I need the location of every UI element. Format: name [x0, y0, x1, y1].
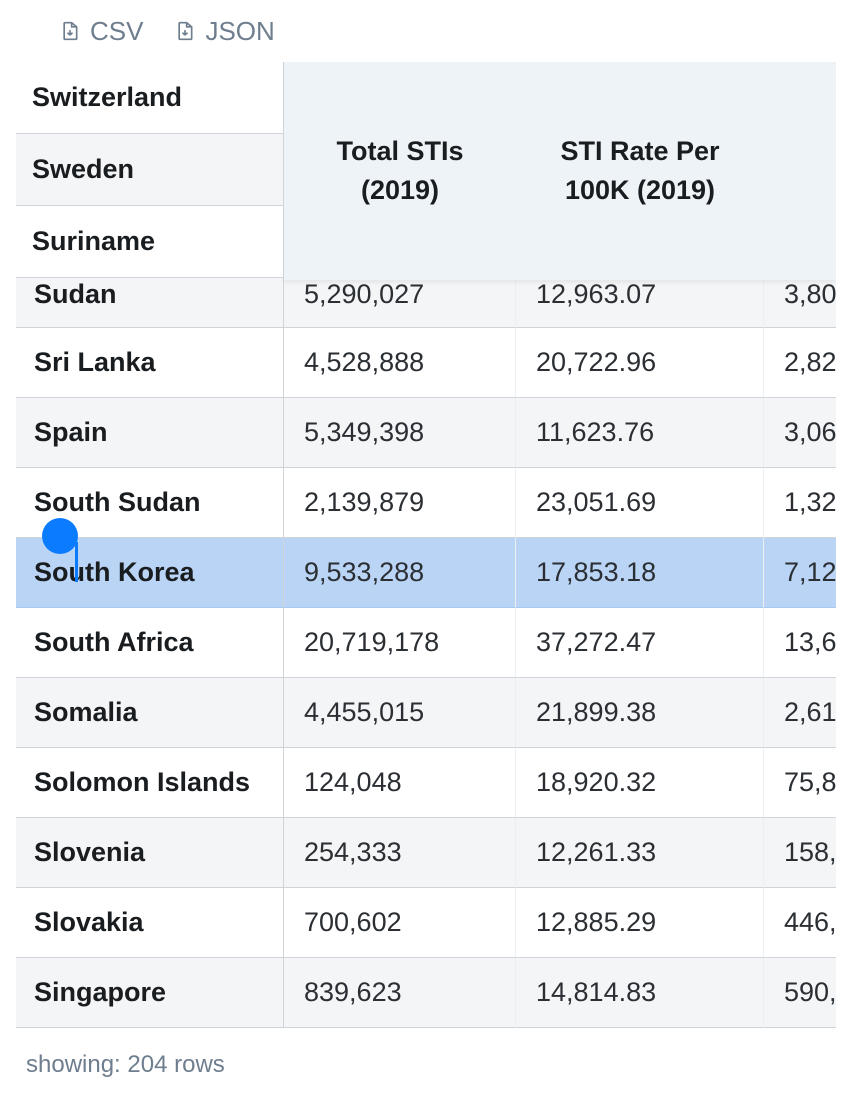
- col3-cell: 2,82: [764, 328, 836, 398]
- sti-rate-cell: 18,920.32: [516, 748, 764, 818]
- table-row[interactable]: Solomon Islands124,04818,920.3275,8: [16, 748, 836, 818]
- export-csv-button[interactable]: CSV: [60, 16, 143, 47]
- table-row[interactable]: South Korea9,533,28817,853.187,12: [16, 538, 836, 608]
- column-header-partial[interactable]: S Fe (2: [764, 62, 836, 280]
- total-stis-cell: 700,602: [284, 888, 516, 958]
- export-json-label: JSON: [205, 16, 274, 47]
- sti-rate-cell: 20,722.96: [516, 328, 764, 398]
- table-viewport[interactable]: Switzerland Sweden Suriname Total STIs (…: [16, 62, 836, 1045]
- total-stis-cell: 4,455,015: [284, 678, 516, 748]
- col3-cell: 1,32: [764, 468, 836, 538]
- selection-handle-icon[interactable]: [42, 518, 78, 554]
- sti-rate-cell: 21,899.38: [516, 678, 764, 748]
- export-csv-label: CSV: [90, 16, 143, 47]
- table-row[interactable]: South Africa20,719,17837,272.4713,6: [16, 608, 836, 678]
- total-stis-cell: 839,623: [284, 958, 516, 1028]
- country-name: Spain: [16, 398, 284, 468]
- total-stis-cell: 5,349,398: [284, 398, 516, 468]
- country-name: Sri Lanka: [16, 328, 284, 398]
- table-row[interactable]: Sri Lanka4,528,88820,722.962,82: [16, 328, 836, 398]
- sti-rate-cell: 11,623.76: [516, 398, 764, 468]
- col3-cell: 590,: [764, 958, 836, 1028]
- total-stis-cell: 20,719,178: [284, 608, 516, 678]
- total-stis-cell: 5,290,027: [284, 278, 516, 328]
- col3-cell: 3,80: [764, 278, 836, 328]
- col3-cell: 3,06: [764, 398, 836, 468]
- country-name: Singapore: [16, 958, 284, 1028]
- export-toolbar: CSV JSON: [0, 0, 850, 62]
- total-stis-cell: 4,528,888: [284, 328, 516, 398]
- country-name: Somalia: [16, 678, 284, 748]
- table-row[interactable]: Somalia4,455,01521,899.382,61: [16, 678, 836, 748]
- col3-cell: 158,: [764, 818, 836, 888]
- country-name: Sweden: [32, 154, 134, 185]
- sti-rate-cell: 12,885.29: [516, 888, 764, 958]
- table-header: Total STIs (2019) STI Rate Per 100K (201…: [284, 62, 836, 280]
- country-name: Suriname: [32, 226, 155, 257]
- text-caret-icon: [75, 542, 78, 582]
- country-name: South Africa: [16, 608, 284, 678]
- sti-rate-cell: 14,814.83: [516, 958, 764, 1028]
- sticky-first-column: Switzerland Sweden Suriname: [16, 62, 284, 278]
- country-name: Switzerland: [32, 82, 182, 113]
- sti-rate-cell: 12,963.07: [516, 278, 764, 328]
- download-icon: [60, 19, 80, 43]
- export-json-button[interactable]: JSON: [175, 16, 274, 47]
- country-name: Sudan: [16, 278, 284, 328]
- table-row[interactable]: Spain5,349,39811,623.763,06: [16, 398, 836, 468]
- table-row[interactable]: Slovakia700,60212,885.29446,: [16, 888, 836, 958]
- country-name: Slovenia: [16, 818, 284, 888]
- table-row[interactable]: Sudan5,290,02712,963.073,80: [16, 278, 836, 328]
- table-body: Sudan5,290,02712,963.073,80Sri Lanka4,52…: [16, 278, 836, 1028]
- column-header-total[interactable]: Total STIs (2019): [284, 62, 516, 280]
- col3-cell: 7,12: [764, 538, 836, 608]
- country-name: Slovakia: [16, 888, 284, 958]
- col3-cell: 13,6: [764, 608, 836, 678]
- table-row[interactable]: Slovenia254,33312,261.33158,: [16, 818, 836, 888]
- country-name: Solomon Islands: [16, 748, 284, 818]
- total-stis-cell: 124,048: [284, 748, 516, 818]
- table-row[interactable]: Suriname: [16, 206, 283, 278]
- table-row[interactable]: Sweden: [16, 134, 283, 206]
- col3-cell: 75,8: [764, 748, 836, 818]
- table-row[interactable]: South Sudan2,139,87923,051.691,32: [16, 468, 836, 538]
- sti-rate-cell: 23,051.69: [516, 468, 764, 538]
- sti-rate-cell: 17,853.18: [516, 538, 764, 608]
- total-stis-cell: 2,139,879: [284, 468, 516, 538]
- sti-rate-cell: 37,272.47: [516, 608, 764, 678]
- col3-cell: 446,: [764, 888, 836, 958]
- column-header-rate[interactable]: STI Rate Per 100K (2019): [516, 62, 764, 280]
- total-stis-cell: 9,533,288: [284, 538, 516, 608]
- table-row[interactable]: Switzerland: [16, 62, 283, 134]
- sti-rate-cell: 12,261.33: [516, 818, 764, 888]
- total-stis-cell: 254,333: [284, 818, 516, 888]
- col3-cell: 2,61: [764, 678, 836, 748]
- download-icon: [175, 19, 195, 43]
- row-count-status: showing: 204 rows: [26, 1051, 225, 1079]
- table-row[interactable]: Singapore839,62314,814.83590,: [16, 958, 836, 1028]
